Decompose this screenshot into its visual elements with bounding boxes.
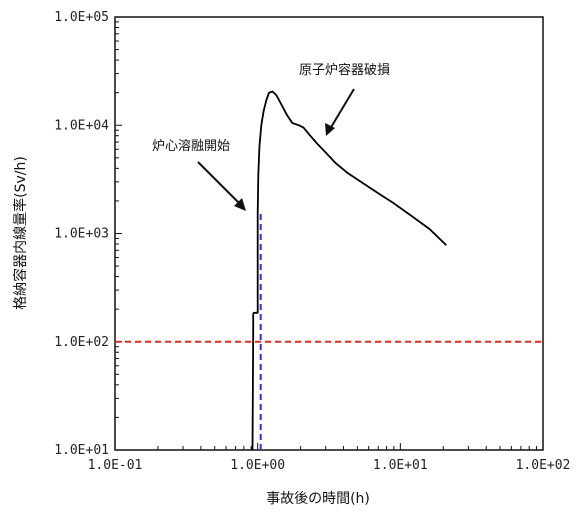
x-tick-label: 1.0E+02 (516, 458, 571, 473)
y-tick-label: 1.0E+01 (54, 443, 109, 458)
y-tick-label: 1.0E+05 (54, 10, 109, 25)
dose-rate-line (251, 90, 447, 451)
y-tick-label: 1.0E+04 (54, 118, 109, 133)
x-tick-label: 1.0E+00 (230, 458, 285, 473)
y-tick-label: 1.0E+02 (54, 335, 109, 350)
x-tick-label: 1.0E-01 (88, 458, 143, 473)
x-tick-label: 1.0E+01 (373, 458, 428, 473)
annotation-core-melt: 炉心溶融開始 (152, 139, 230, 154)
arrow-vessel-breach (325, 88, 355, 136)
y-tick-label: 1.0E+03 (54, 227, 109, 242)
plot-frame (114, 16, 544, 451)
arrow-core-melt (197, 161, 246, 211)
x-axis-label: 事故後の時間(h) (266, 491, 370, 507)
y-axis-label: 格納容器内線量率(Sv/h) (12, 156, 29, 310)
annotation-vessel-breach: 原子炉容器破損 (299, 62, 390, 78)
